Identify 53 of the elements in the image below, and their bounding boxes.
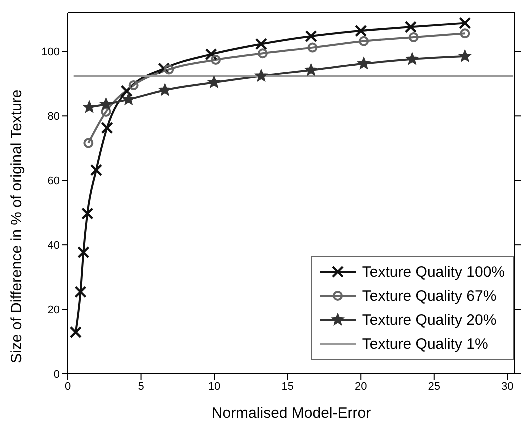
point (211, 55, 222, 66)
point (82, 208, 94, 220)
point (359, 36, 370, 46)
point (84, 138, 94, 148)
y-tick-label: 60 (48, 176, 60, 188)
y-tick-label: 40 (48, 240, 60, 252)
y-tick-label: 20 (48, 304, 60, 316)
point (70, 326, 82, 339)
x-tick-label: 0 (64, 380, 72, 393)
x-axis-title: Normalised Model-Error (212, 405, 372, 422)
point (408, 32, 419, 42)
point (208, 76, 220, 88)
point (128, 80, 139, 91)
point (358, 57, 370, 70)
x-tick-label: 15 (282, 380, 294, 393)
x-tick-label: 10 (208, 380, 221, 393)
point (90, 164, 103, 176)
point (460, 28, 470, 39)
y-tick-label: 0 (54, 368, 60, 381)
legend-label: Texture Quality 1% (362, 336, 488, 352)
point (78, 246, 90, 259)
x-tick-label: 30 (502, 380, 514, 393)
point (406, 52, 419, 65)
point (101, 106, 112, 117)
point (120, 85, 134, 98)
point (74, 286, 87, 298)
point (122, 93, 136, 106)
point (258, 48, 268, 59)
y-tick-label: 100 (42, 46, 60, 59)
point (255, 70, 268, 82)
point (205, 48, 218, 61)
point (255, 38, 268, 50)
point (308, 42, 318, 53)
point (101, 122, 114, 134)
legend-label: Texture Quality 67% (362, 288, 497, 304)
legend-label: Texture Quality 20% (362, 312, 497, 328)
point (158, 84, 172, 96)
point (404, 21, 418, 34)
point (158, 62, 170, 75)
point (458, 50, 472, 62)
point (305, 64, 318, 76)
point (83, 100, 96, 113)
point (355, 24, 368, 38)
legend-label: Texture Quality 100% (362, 264, 505, 280)
point (100, 98, 112, 110)
y-tick-label: 80 (48, 111, 60, 124)
point (305, 30, 318, 43)
x-tick-label: 20 (354, 380, 368, 393)
point (164, 64, 174, 75)
x-tick-label: 5 (138, 380, 144, 393)
point (459, 17, 472, 30)
y-axis-title: Size of Difference in % of original Texture (8, 90, 26, 364)
x-tick-label: 25 (428, 380, 441, 393)
